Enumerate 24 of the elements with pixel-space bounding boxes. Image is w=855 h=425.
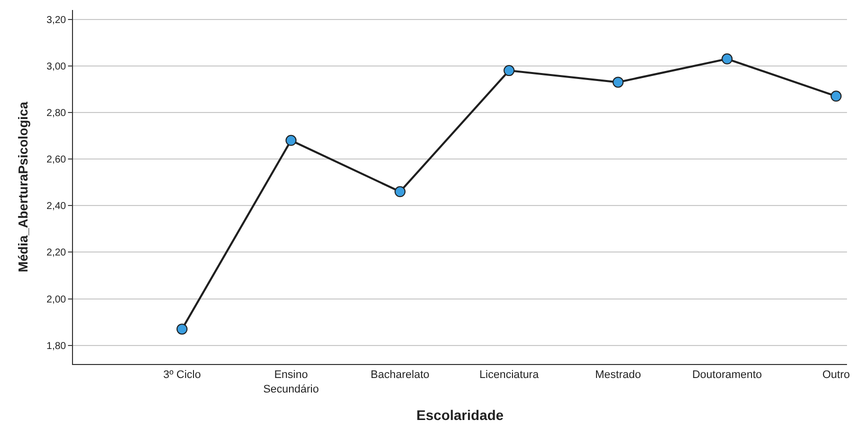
y-tick-label: 2,40 (46, 201, 66, 212)
point (176, 324, 188, 335)
y-tick-label: 2,20 (46, 248, 66, 259)
y-tick-label: 2,80 (46, 108, 66, 119)
point (286, 134, 297, 146)
y-tick-label: 3,00 (46, 61, 66, 72)
y-tick-label: 3,20 (46, 14, 66, 26)
x-tick-label: Mestrado (595, 369, 641, 382)
x-tick-label: 3º Ciclo (163, 369, 201, 382)
point (394, 186, 406, 198)
y-axis-title: Média_AberturaPsicologica (15, 100, 30, 272)
x-tick-label: Outro (822, 369, 850, 382)
point (830, 90, 842, 102)
y-tick-label: 2,60 (46, 154, 66, 166)
x-tick-label: Doutoramento (692, 369, 762, 382)
point (722, 53, 733, 64)
x-tick-label: Bacharelato (370, 369, 430, 382)
x-tick-label: Licenciatura (479, 369, 540, 382)
x-axis-title: Escolaridade (416, 406, 504, 423)
y-tick-label: 2,00 (46, 294, 66, 306)
point (612, 76, 624, 88)
y-tick-label: 1,80 (46, 340, 66, 352)
point (504, 65, 515, 76)
x-tick-label: Ensino Secundário (263, 369, 319, 396)
